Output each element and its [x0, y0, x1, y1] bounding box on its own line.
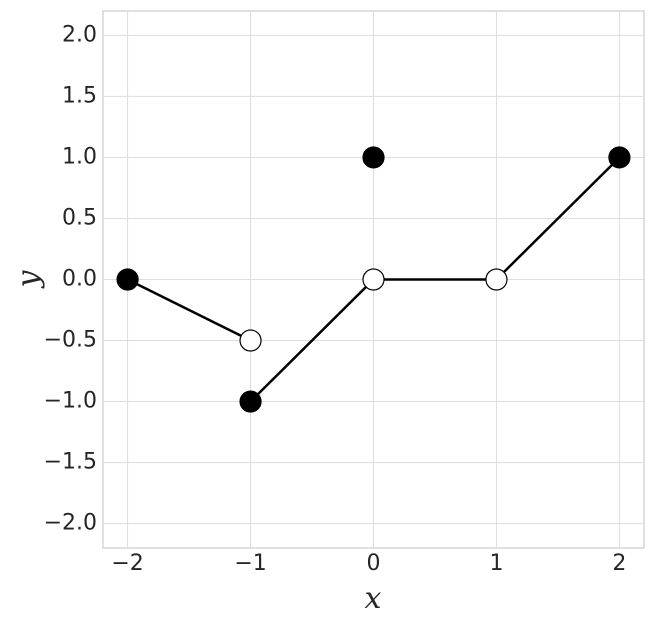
y-axis-label: y	[11, 269, 46, 289]
y-tick-label: 0.5	[62, 205, 97, 230]
y-tick-label: 1.5	[62, 83, 97, 108]
y-tick-label: −1.5	[44, 450, 97, 475]
y-tick-label: −2.0	[44, 511, 97, 536]
closed-point	[608, 146, 631, 169]
open-point	[362, 268, 385, 291]
line-segment	[127, 278, 252, 342]
x-axis-label: x	[365, 581, 382, 616]
open-point	[485, 268, 508, 291]
y-tick-label: 0.0	[62, 267, 97, 292]
closed-point	[116, 268, 139, 291]
x-tick-label: 1	[489, 551, 503, 576]
y-tick-label: 1.0	[62, 144, 97, 169]
x-tick-label: −1	[234, 551, 266, 576]
open-point	[239, 329, 262, 352]
x-tick-label: 2	[612, 551, 626, 576]
y-tick-label: 2.0	[62, 22, 97, 47]
y-tick-label: −1.0	[44, 389, 97, 414]
closed-point	[239, 390, 262, 413]
line-segment	[249, 156, 621, 403]
x-tick-label: 0	[367, 551, 381, 576]
closed-point	[362, 146, 385, 169]
y-tick-label: −0.5	[44, 328, 97, 353]
x-tick-label: −2	[111, 551, 143, 576]
